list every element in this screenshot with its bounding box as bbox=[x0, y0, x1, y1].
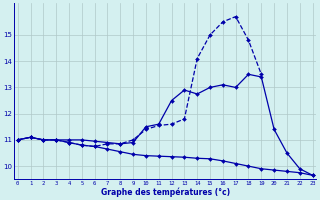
X-axis label: Graphe des températures (°c): Graphe des températures (°c) bbox=[100, 187, 230, 197]
